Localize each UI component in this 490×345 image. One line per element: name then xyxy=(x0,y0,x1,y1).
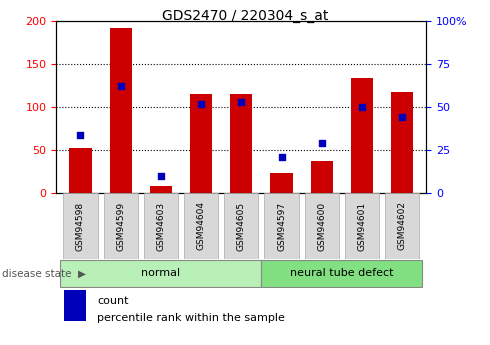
Text: normal: normal xyxy=(141,268,180,278)
Bar xyxy=(270,173,293,193)
Bar xyxy=(103,193,138,259)
Text: GSM94601: GSM94601 xyxy=(358,201,367,250)
Text: GSM94604: GSM94604 xyxy=(196,201,206,250)
Bar xyxy=(70,148,92,193)
Text: GSM94597: GSM94597 xyxy=(277,201,286,250)
Bar xyxy=(311,161,333,193)
Text: GSM94598: GSM94598 xyxy=(76,201,85,250)
Bar xyxy=(385,193,419,259)
Text: GSM94605: GSM94605 xyxy=(237,201,246,250)
Text: GSM94599: GSM94599 xyxy=(116,201,125,250)
Text: GSM94602: GSM94602 xyxy=(398,201,407,250)
Point xyxy=(76,132,84,137)
Text: GSM94600: GSM94600 xyxy=(317,201,326,250)
Text: GDS2470 / 220304_s_at: GDS2470 / 220304_s_at xyxy=(162,9,328,23)
Bar xyxy=(262,260,422,287)
Bar xyxy=(60,260,262,287)
Bar xyxy=(64,277,86,321)
Point xyxy=(117,83,124,89)
Bar xyxy=(144,193,178,259)
Point xyxy=(358,104,366,110)
Text: disease state  ▶: disease state ▶ xyxy=(2,268,86,278)
Bar xyxy=(224,193,258,259)
Point xyxy=(157,173,165,179)
Bar xyxy=(190,94,212,193)
Point xyxy=(238,99,245,105)
Point xyxy=(197,101,205,106)
Text: GSM94603: GSM94603 xyxy=(156,201,166,250)
Bar xyxy=(110,28,132,193)
Bar xyxy=(64,260,86,304)
Bar xyxy=(391,92,413,193)
Point xyxy=(318,140,326,146)
Bar xyxy=(63,193,98,259)
Bar xyxy=(184,193,218,259)
Bar xyxy=(305,193,339,259)
Text: percentile rank within the sample: percentile rank within the sample xyxy=(97,313,285,323)
Point xyxy=(278,154,286,160)
Bar xyxy=(265,193,298,259)
Bar xyxy=(351,78,373,193)
Text: count: count xyxy=(97,296,128,306)
Point xyxy=(398,115,406,120)
Bar xyxy=(150,186,172,193)
Bar xyxy=(230,94,252,193)
Bar xyxy=(345,193,379,259)
Text: neural tube defect: neural tube defect xyxy=(290,268,393,278)
